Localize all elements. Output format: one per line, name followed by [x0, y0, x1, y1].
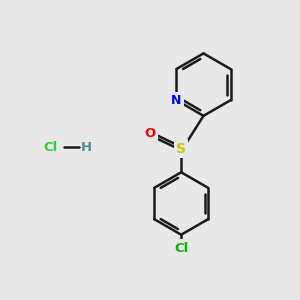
Text: Cl: Cl	[174, 242, 188, 255]
Text: N: N	[171, 94, 182, 107]
Text: Cl: Cl	[43, 140, 58, 154]
Text: H: H	[80, 140, 92, 154]
Text: S: S	[176, 142, 186, 155]
Text: O: O	[144, 127, 156, 140]
